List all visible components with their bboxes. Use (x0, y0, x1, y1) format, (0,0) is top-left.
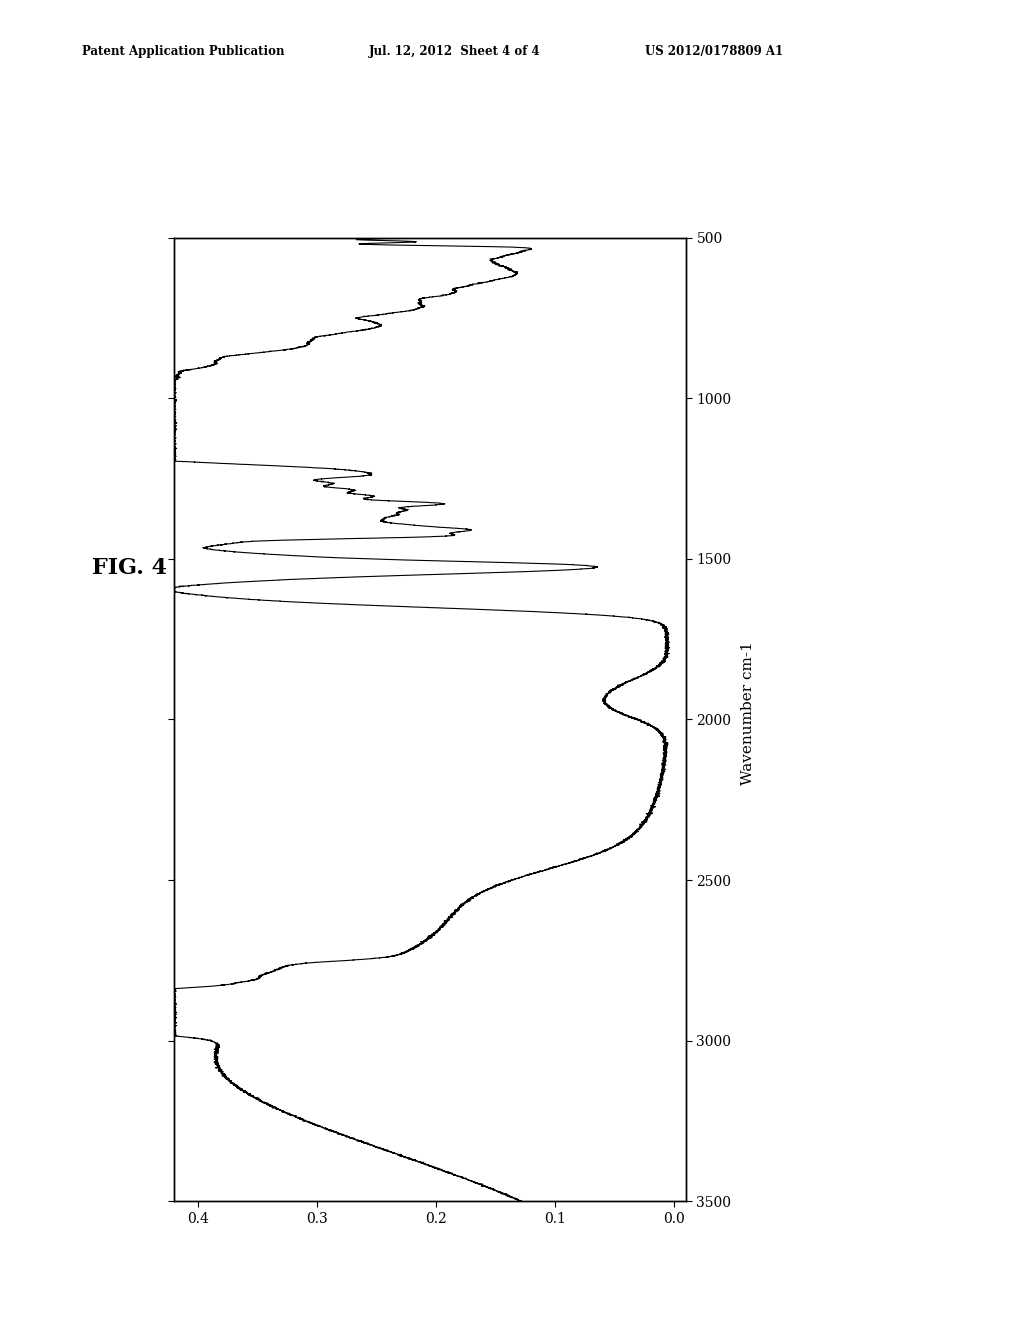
Text: Patent Application Publication: Patent Application Publication (82, 45, 285, 58)
Text: Jul. 12, 2012  Sheet 4 of 4: Jul. 12, 2012 Sheet 4 of 4 (369, 45, 541, 58)
Text: US 2012/0178809 A1: US 2012/0178809 A1 (645, 45, 783, 58)
Text: FIG. 4: FIG. 4 (92, 557, 167, 578)
Text: Wavenumber cm-1: Wavenumber cm-1 (740, 642, 755, 784)
